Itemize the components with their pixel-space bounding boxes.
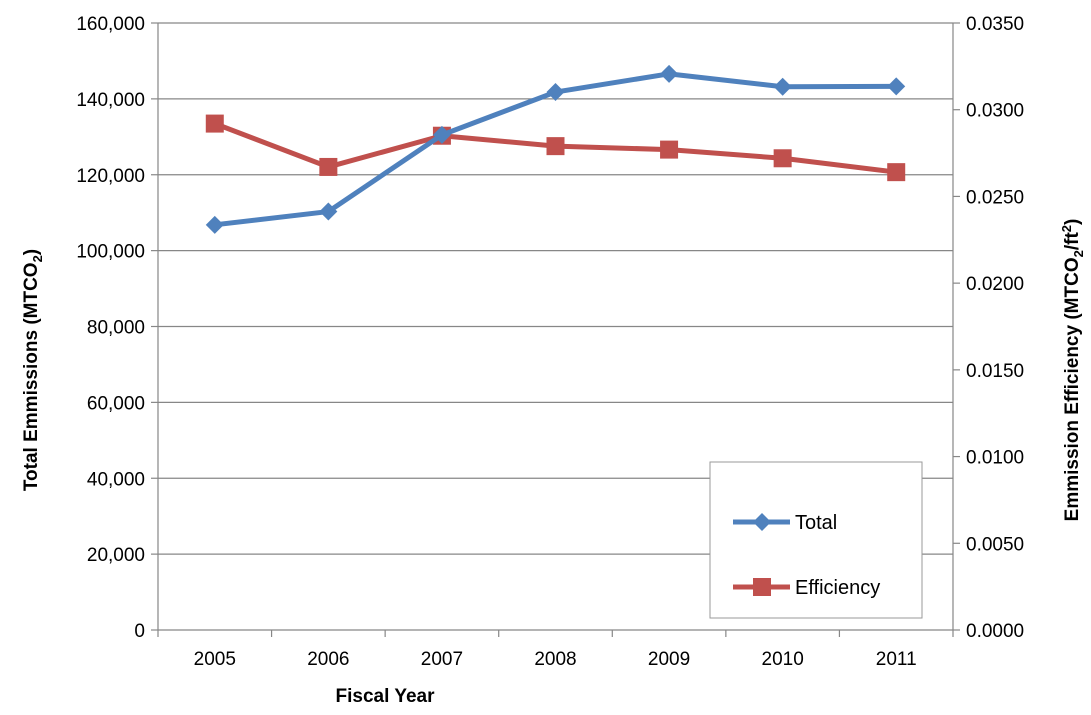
right-tick-label: 0.0150 bbox=[966, 361, 1024, 382]
left-tick-label: 60,000 bbox=[87, 393, 145, 414]
left-axis-title-main: Total Emmissions (MTCO bbox=[21, 262, 42, 491]
x-tick-label: 2006 bbox=[307, 649, 349, 670]
left-tick-label: 120,000 bbox=[76, 166, 145, 187]
legend: Total Efficiency bbox=[709, 461, 923, 619]
x-axis-tick-labels: 2005 2006 2007 2008 2009 2010 2011 bbox=[194, 649, 917, 670]
data-point-efficiency bbox=[546, 137, 565, 156]
data-point-total bbox=[887, 77, 906, 96]
right-axis-title-mid: /ft bbox=[1062, 232, 1083, 251]
right-axis-title-subscript: 2 bbox=[1071, 250, 1086, 257]
x-tick-label: 2011 bbox=[876, 649, 917, 670]
right-tick-label: 0.0250 bbox=[966, 187, 1024, 208]
left-tick-label: 0 bbox=[134, 621, 145, 642]
x-tick-label: 2008 bbox=[534, 649, 576, 670]
right-tick-label: 0.0050 bbox=[966, 534, 1024, 555]
series-layer bbox=[205, 64, 906, 234]
left-tick-label: 140,000 bbox=[76, 90, 145, 111]
legend-marker-efficiency bbox=[753, 578, 771, 596]
gridlines bbox=[158, 22, 953, 555]
left-axis-title-subscript: 2 bbox=[30, 255, 45, 262]
right-axis-title-superscript: 2 bbox=[1059, 225, 1074, 232]
left-axis-title: Total Emmissions (MTCO2) bbox=[21, 249, 45, 491]
right-tick-label: 0.0100 bbox=[966, 448, 1024, 469]
legend-marker-total bbox=[753, 513, 771, 531]
legend-label-total: Total bbox=[795, 512, 837, 534]
left-tick-label: 80,000 bbox=[87, 318, 145, 339]
legend-box bbox=[709, 461, 923, 619]
data-point-efficiency bbox=[205, 114, 224, 133]
right-axis-tick-labels: 0.0000 0.0050 0.0100 0.0150 0.0200 0.0250 0.03… bbox=[966, 14, 1024, 642]
right-tick-label: 0.0000 bbox=[966, 621, 1024, 642]
data-point-total bbox=[773, 77, 792, 96]
data-point-efficiency bbox=[660, 140, 679, 159]
right-tick-label: 0.0300 bbox=[966, 101, 1024, 122]
left-tick-label: 160,000 bbox=[76, 14, 145, 35]
legend-label-efficiency: Efficiency bbox=[795, 577, 880, 599]
right-axis-title-main: Emmission Efficiency (MTCO bbox=[1062, 257, 1083, 521]
data-point-total bbox=[319, 202, 338, 221]
x-tick-label: 2005 bbox=[194, 649, 236, 670]
left-tick-label: 20,000 bbox=[87, 545, 145, 566]
right-tick-label: 0.0350 bbox=[966, 14, 1024, 35]
x-tick-label: 2010 bbox=[762, 649, 804, 670]
series-efficiency bbox=[205, 114, 906, 182]
data-point-efficiency bbox=[319, 157, 338, 176]
right-axis-title-end: ) bbox=[1062, 219, 1083, 225]
data-point-total bbox=[546, 83, 565, 102]
x-tick-label: 2007 bbox=[421, 649, 463, 670]
x-axis-title: Fiscal Year bbox=[336, 686, 436, 707]
data-point-efficiency bbox=[887, 163, 906, 182]
right-axis-title: Emmission Efficiency (MTCO2/ft2) bbox=[1059, 219, 1086, 522]
right-tick-label: 0.0200 bbox=[966, 274, 1024, 295]
x-tick-label: 2009 bbox=[648, 649, 690, 670]
data-point-total bbox=[432, 125, 451, 144]
left-tick-label: 40,000 bbox=[87, 469, 145, 490]
data-point-total bbox=[205, 215, 224, 234]
left-tick-label: 100,000 bbox=[76, 242, 145, 263]
axes bbox=[151, 22, 960, 637]
left-axis-tick-labels: 0 20,000 40,000 60,000 80,000 100,000 120,000 1… bbox=[76, 14, 145, 642]
left-axis-title-end: ) bbox=[21, 249, 42, 255]
data-point-efficiency bbox=[773, 149, 792, 168]
data-point-total bbox=[660, 64, 679, 83]
series-total bbox=[205, 64, 906, 234]
